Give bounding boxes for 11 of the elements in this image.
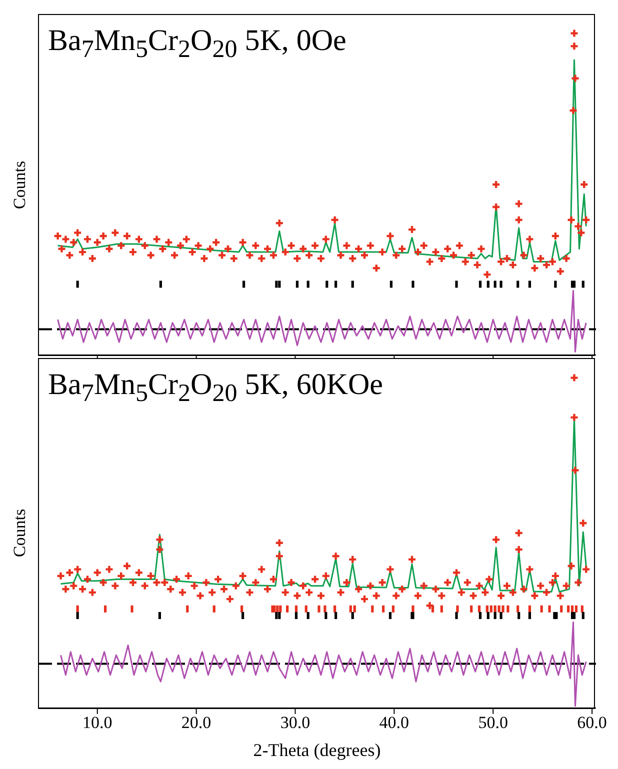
y-axis-title: Counts xyxy=(10,508,30,558)
x-tick-label: 30.0 xyxy=(280,713,310,732)
x-tick-label: 40.0 xyxy=(379,713,410,732)
x-tick-label: 50.0 xyxy=(478,713,508,732)
x-tick-label: 20.0 xyxy=(181,713,212,732)
chart-title: Ba$_{7}$Mn$_{5}$Cr$_{2}$O$_{20}$ 5K, 0Oe xyxy=(48,24,346,63)
x-tick-label: 10.0 xyxy=(82,713,112,732)
y-axis-title: Counts xyxy=(10,160,30,209)
chart-title: Ba$_{7}$Mn$_{5}$Cr$_{2}$O$_{20}$ 5K, 60KOe xyxy=(48,368,383,407)
x-tick-label: 60.0 xyxy=(577,713,607,732)
x-axis-title: 2-Theta (degrees) xyxy=(253,740,381,760)
